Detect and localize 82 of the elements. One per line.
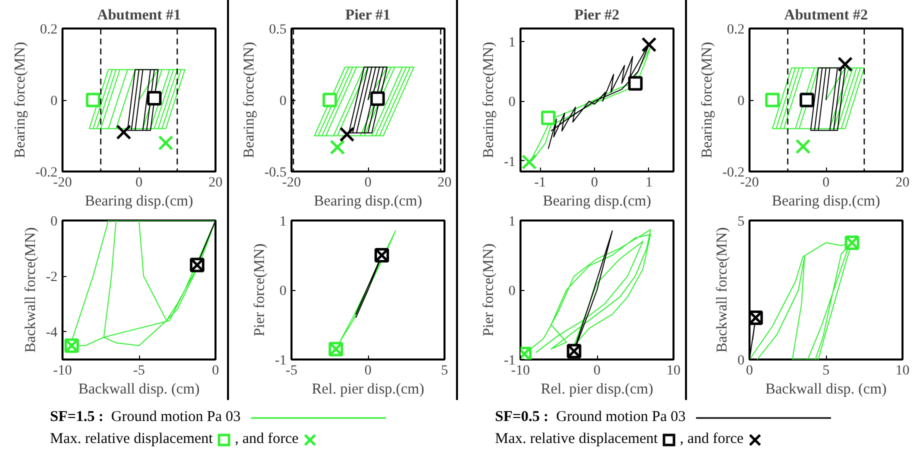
text: , and force <box>680 431 744 447</box>
y-tick-label: 0.2 <box>727 22 744 38</box>
x-tick-label: 20 <box>896 176 910 190</box>
y-axis-title: Bearing force(MN) <box>12 42 28 158</box>
text: Ground motion Pa 03 <box>111 409 241 425</box>
x-tick-label: 5 <box>822 364 830 378</box>
y-tick-label: -1 <box>274 354 287 368</box>
x-tick-label: 1 <box>646 176 652 190</box>
x-tick-label: 0 <box>822 176 830 190</box>
chart-title: Abutment #1 <box>97 8 181 24</box>
x-tick-label: 0 <box>594 364 600 378</box>
point <box>541 110 556 126</box>
x-tick-label: -5 <box>286 364 298 378</box>
x-tick-label: 0 <box>364 364 372 378</box>
x-tick-label: 20 <box>438 176 452 190</box>
y-tick-label: 1 <box>508 214 516 230</box>
x-tick-label: 0 <box>212 364 219 378</box>
x-axis-title: Backwall disp. (cm) <box>765 382 887 398</box>
x-tick-label: 0 <box>364 176 372 190</box>
text: SF=0.5 : <box>495 409 549 425</box>
x-tick-label: 10 <box>896 364 910 378</box>
y-tick-label: 0.5 <box>269 22 286 38</box>
text: Max. relative displacement <box>495 431 658 447</box>
x-axis-title: Bearing disp.(cm) <box>314 194 422 210</box>
x-tick-label: -10 <box>53 364 72 378</box>
point <box>838 56 853 72</box>
y-axis-title: Backwall force(MN) <box>22 227 39 353</box>
y-tick-label: 0 <box>280 284 286 299</box>
y-tick-label: -1 <box>504 154 516 170</box>
y-tick-label: -4 <box>46 326 58 341</box>
point <box>800 92 814 108</box>
point <box>158 135 174 151</box>
x-axis-title: Rel. pier disp.(cm) <box>312 382 424 398</box>
y-tick-label: 0 <box>738 94 744 109</box>
point <box>86 92 100 108</box>
text: SF=1.5 : <box>50 409 104 425</box>
y-tick-label: 0 <box>508 95 516 110</box>
y-tick-label: 1 <box>508 36 516 51</box>
y-tick-label: 5 <box>738 214 744 230</box>
x-tick-label: 5 <box>441 364 448 378</box>
y-tick-label: 0 <box>50 214 58 230</box>
point <box>339 126 355 142</box>
point <box>322 92 337 108</box>
x-tick-label: -5 <box>133 364 145 378</box>
point <box>370 91 385 106</box>
y-axis-title: Backwall force(MN) <box>714 227 730 353</box>
y-axis-title: Bearing force(MN) <box>699 42 716 158</box>
x-axis-title: Bearing disp.(cm) <box>542 194 652 210</box>
point <box>147 90 162 106</box>
y-tick-label: 0 <box>738 354 744 368</box>
x-tick-label: 10 <box>666 364 680 378</box>
y-tick-label: 0 <box>50 94 58 109</box>
point <box>330 140 346 155</box>
x-tick-label: 20 <box>208 176 222 190</box>
text: Ground motion Pa 03 <box>556 409 686 425</box>
y-axis-title: Pier force(MN) <box>252 244 268 336</box>
point <box>795 138 811 154</box>
x-tick-label: 0 <box>591 176 598 190</box>
chart-title: Abutment #2 <box>784 8 868 24</box>
x-axis-title: Bearing disp.(cm) <box>772 194 880 210</box>
y-tick-label: 1 <box>280 214 286 230</box>
point <box>522 154 537 170</box>
y-axis-title: Bearing force(MN) <box>480 42 497 158</box>
x-axis-title: Backwall disp. (cm) <box>78 382 200 398</box>
x-tick-label: -1 <box>534 176 546 190</box>
point <box>628 76 643 91</box>
chart-title: Pier #1 <box>345 8 390 24</box>
y-tick-label: 0 <box>508 284 516 299</box>
y-tick-label: 0.2 <box>40 22 58 38</box>
x-axis-title: Bearing disp.(cm) <box>84 194 194 210</box>
point <box>765 92 780 108</box>
point <box>116 124 132 140</box>
point <box>641 36 657 52</box>
x-axis-title: Rel. pier disp.(cm) <box>540 382 654 398</box>
chart-title: Pier #2 <box>574 8 620 24</box>
text: , and force <box>234 431 299 447</box>
y-tick-label: -2 <box>46 270 58 286</box>
y-tick-label: 0 <box>280 94 286 109</box>
x-tick-label: 0 <box>136 176 142 190</box>
text: Max. relative displacement <box>50 431 213 447</box>
y-axis-title: Bearing force(MN) <box>241 42 258 158</box>
y-axis-title: Pier force(MN) <box>480 244 497 336</box>
